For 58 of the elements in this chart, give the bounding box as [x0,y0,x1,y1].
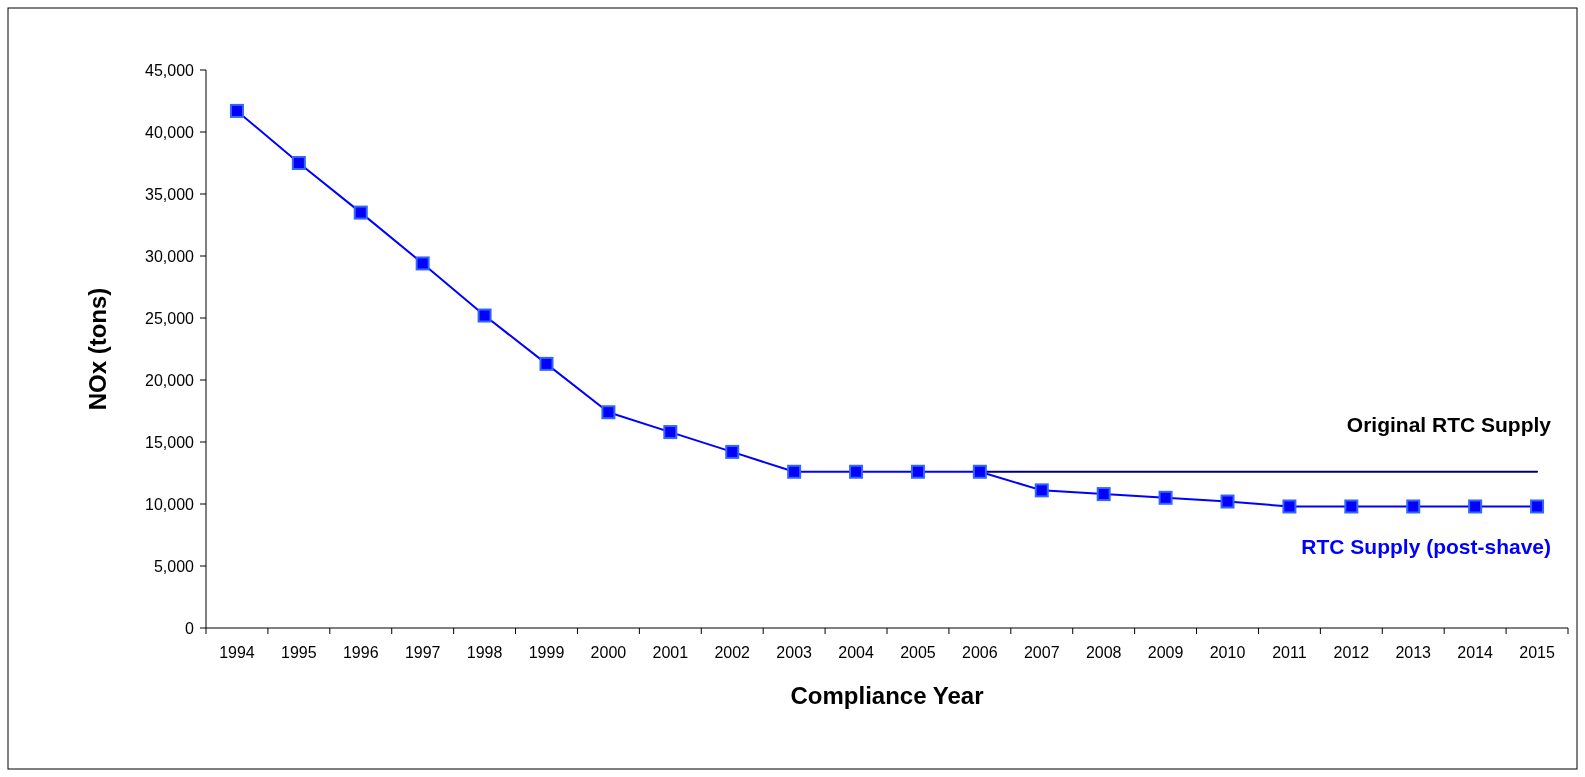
point [1530,499,1545,514]
y-tick-label: 10,000 [145,495,195,513]
point [539,356,554,371]
x-axis-title: Compliance Year [790,682,984,709]
x-tick-label: 1995 [281,644,317,661]
x-tick-label: 1998 [466,644,503,661]
series-label: Original RTC Supply [1346,412,1552,436]
y-tick-label: 25,000 [145,309,195,327]
point [477,308,492,323]
x-tick-label: 1996 [342,644,379,661]
point [1220,494,1235,509]
x-tick-label: 2013 [1395,644,1432,661]
point [910,464,925,479]
x-tick-label: 2015 [1519,644,1555,661]
x-tick-label: 2000 [590,644,627,661]
y-tick-label: 5,000 [153,557,195,575]
y-tick-label: 35,000 [145,185,195,203]
point [1096,487,1111,502]
x-tick-label: 2010 [1209,644,1246,661]
point [787,464,802,479]
x-tick-label: 2004 [838,644,874,661]
y-axis-title: NOx (tons) [84,287,111,411]
x-tick-label: 2008 [1085,644,1122,661]
y-tick-label: 40,000 [145,123,195,141]
y-tick-label: 30,000 [145,247,195,265]
x-tick-label: 2006 [962,644,998,661]
x-tick-label: 2011 [1272,644,1307,661]
x-tick-label: 2003 [776,644,813,661]
x-tick-label: 2007 [1023,644,1060,661]
point [663,425,678,440]
x-tick-label: 1999 [528,644,565,661]
point [1282,499,1297,514]
point [849,464,864,479]
point [1344,499,1359,514]
y-tick-label: 15,000 [145,433,195,451]
point [601,405,616,420]
point [1406,499,1421,514]
point [1468,499,1483,514]
point [972,464,987,479]
x-tick-label: 2002 [714,644,751,661]
series-label: RTC Supply (post-shave) [1301,535,1552,559]
x-tick-label: 2001 [652,644,689,661]
x-tick-label: 1997 [404,644,441,661]
point [291,156,306,170]
point [415,256,430,271]
point [1158,490,1173,505]
y-tick-label: 0 [185,619,195,637]
x-tick-label: 2014 [1457,644,1494,661]
x-tick-label: 1994 [219,644,255,661]
point [725,444,740,459]
point [1034,483,1049,498]
x-tick-label: 2012 [1333,644,1370,661]
point [229,103,244,118]
point [353,205,368,220]
y-tick-label: 20,000 [145,371,195,389]
y-tick-label: 45,000 [145,61,195,79]
x-tick-label: 2005 [900,644,936,661]
x-tick-label: 2009 [1147,644,1184,661]
